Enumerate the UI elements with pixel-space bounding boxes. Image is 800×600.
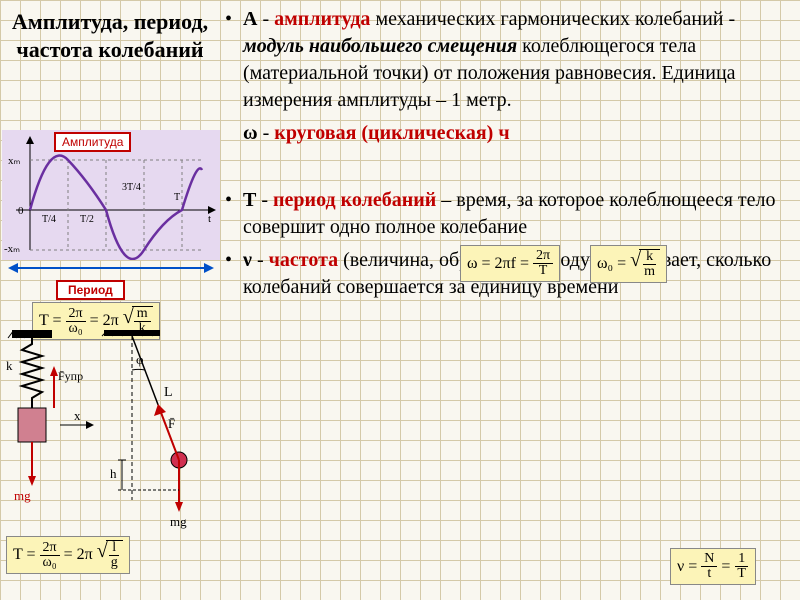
diagram-F: F̄: [168, 416, 175, 431]
graph-tick-0: T/4: [42, 214, 56, 225]
page-title: Амплитуда, период, частота колебаний: [10, 8, 210, 63]
formula-nu: ν = Nt = 1T: [670, 548, 756, 585]
graph-x-axis: t: [208, 213, 211, 225]
diagram-phi: φ: [136, 352, 144, 367]
graph-tick-3: T: [174, 192, 180, 203]
graph-tick-1: T/2: [80, 214, 94, 225]
diagram-mg2: mg: [170, 514, 187, 529]
diagram-k: k: [6, 358, 13, 373]
formula-omega: ω = 2πf = 2πT: [460, 245, 560, 282]
diagram-x: x: [74, 408, 81, 423]
period-arrow: [6, 260, 216, 276]
graph-y-top: xₘ: [8, 155, 21, 167]
spring-pendulum-diagram: k F̄упр x mg φ: [4, 330, 224, 550]
amplitude-label: Амплитуда: [54, 132, 131, 152]
graph-y-bot: -xₘ: [4, 243, 20, 255]
period-label: Период: [56, 280, 125, 300]
bullet-period: Т - период колебаний – время, за которое…: [225, 187, 788, 241]
diagram-L: L: [164, 385, 173, 400]
diagram-fupr: F̄упр: [58, 369, 83, 383]
bullet-amplitude: А - амплитуда механических гармонических…: [225, 6, 788, 114]
graph-y-zero: 0: [18, 205, 24, 217]
diagram-mg: mg: [14, 488, 31, 503]
diagram-h: h: [110, 466, 117, 481]
graph-tick-2: 3T/4: [122, 182, 141, 193]
formula-omega0: ω₀ = km: [590, 245, 667, 283]
